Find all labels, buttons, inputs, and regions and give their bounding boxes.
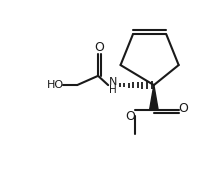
Text: H: H — [109, 85, 117, 95]
Text: O: O — [178, 102, 188, 115]
Text: O: O — [95, 41, 105, 54]
Text: O: O — [125, 110, 135, 123]
Polygon shape — [150, 85, 158, 110]
Text: HO: HO — [47, 80, 64, 90]
Text: N: N — [109, 77, 117, 87]
